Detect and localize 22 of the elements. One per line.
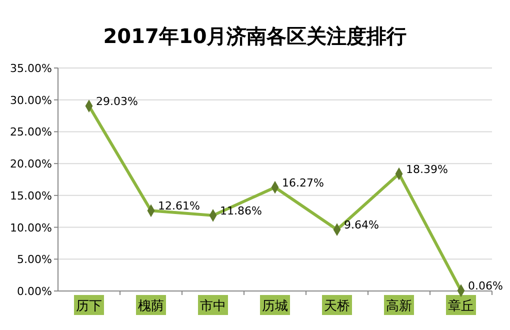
y-tick-label: 15.00%	[10, 189, 52, 202]
data-label: 18.39%	[406, 162, 448, 176]
y-tick-label: 5.00%	[17, 253, 52, 266]
x-tick-label: 天桥	[324, 299, 350, 314]
x-tick-label: 历城	[262, 299, 288, 314]
data-label: 12.61%	[158, 200, 200, 213]
y-tick-label: 10.00%	[10, 221, 52, 234]
y-tick-label: 20.00%	[10, 158, 52, 171]
y-tick-label: 0.00%	[17, 285, 52, 298]
data-label: 11.86%	[220, 204, 262, 218]
x-tick-label: 历下	[76, 299, 102, 314]
y-tick-label: 30.00%	[10, 94, 52, 107]
data-label: 29.03%	[96, 95, 138, 108]
y-tick-label: 35.00%	[10, 62, 52, 75]
y-tick-label: 25.00%	[10, 126, 52, 139]
x-tick-label: 市中	[200, 299, 226, 314]
x-tick-label: 章丘	[448, 299, 474, 314]
chart-title: 2017年10月济南各区关注度排行	[103, 24, 407, 48]
data-label: 0.06%	[468, 280, 503, 293]
x-tick-label: 槐荫	[138, 299, 164, 314]
data-label: 16.27%	[282, 176, 324, 190]
data-label: 9.64%	[344, 218, 379, 232]
